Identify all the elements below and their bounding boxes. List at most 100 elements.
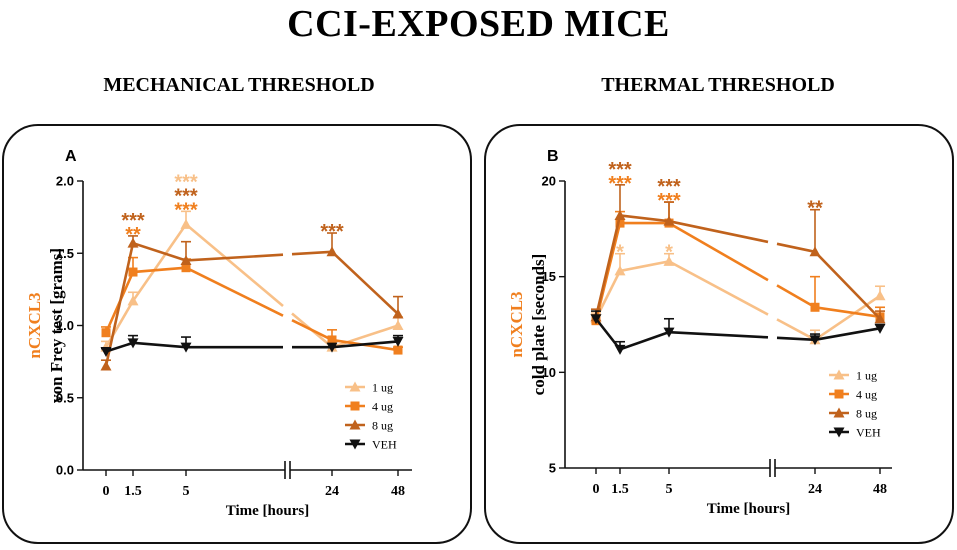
- series-line: [185, 253, 284, 262]
- significance-label: ***: [320, 221, 344, 243]
- series-line: [331, 324, 399, 349]
- panel-title-thermal: THERMAL THRESHOLD: [601, 74, 835, 96]
- x-tick-label: 5: [183, 484, 190, 499]
- legend-label: 4 ug: [856, 388, 877, 402]
- legend-label: VEH: [856, 426, 881, 440]
- significance-label: ***: [657, 176, 681, 198]
- y-tick-label: 1.0: [56, 318, 74, 333]
- data-point: [181, 263, 191, 273]
- significance-label: ***: [657, 190, 681, 212]
- y-axis-label: nCXCL3 cold plate [seconds]: [507, 254, 548, 396]
- series-8-ug: [590, 184, 886, 324]
- data-point: [392, 336, 404, 347]
- series-line: [668, 260, 769, 316]
- significance-label: ***: [608, 159, 632, 181]
- series-line: [105, 341, 187, 353]
- series-line: [291, 250, 333, 256]
- x-tick-label: 5: [666, 482, 673, 497]
- series-line: [185, 266, 284, 317]
- x-tick-label: 1.5: [124, 484, 142, 499]
- series-8-ug: [100, 232, 404, 371]
- y-tick-label: 20: [542, 174, 556, 189]
- y-axis-label-text: von Frey test [grams]: [47, 248, 66, 403]
- y-axis-label: nCXCL3 von Frey test [grams]: [25, 248, 66, 403]
- data-point: [615, 218, 625, 228]
- series-line: [668, 330, 769, 339]
- series-4-ug: [591, 201, 885, 326]
- series-line: [776, 242, 816, 254]
- data-point: [614, 209, 626, 220]
- panel-frame-b: [484, 124, 954, 544]
- y-tick-label: 10: [542, 365, 556, 380]
- data-point: [180, 254, 192, 265]
- y-tick-label: 0.5: [56, 390, 74, 405]
- legend-label: 8 ug: [856, 407, 877, 421]
- data-point: [127, 295, 139, 306]
- series-line: [104, 223, 188, 348]
- series-1-ug: [590, 252, 886, 345]
- data-point: [663, 327, 675, 338]
- data-point: [663, 215, 675, 226]
- x-tick-label: 1.5: [611, 482, 629, 497]
- significance-label: ***: [121, 210, 145, 232]
- significance-label: ***: [174, 185, 198, 207]
- legend-marker: [833, 369, 845, 380]
- x-tick-label: 48: [391, 484, 405, 499]
- y-tick-label: 2.0: [56, 174, 74, 189]
- x-axis-label: Time [hours]: [707, 501, 790, 517]
- data-point: [874, 323, 886, 334]
- legend: 1 ug 4 ug 8 ug VEH: [345, 381, 397, 452]
- series-line: [291, 318, 333, 342]
- data-point: [392, 320, 404, 330]
- data-point: [663, 255, 675, 266]
- x-tick-label: 24: [808, 482, 822, 497]
- main-title: CCI-EXPOSED MICE: [287, 3, 670, 45]
- series-line: [776, 284, 816, 309]
- legend-label: 1 ug: [856, 369, 877, 383]
- significance-label: ***: [174, 199, 198, 221]
- legend-marker: [349, 381, 361, 392]
- data-point: [327, 335, 337, 345]
- series-line: [185, 223, 284, 307]
- series-line: [594, 317, 670, 351]
- series-line: [776, 318, 816, 341]
- chart-a: 0.0 0.5 1.0 1.5 2.0 0 1.5 5 24 48 Time [hours] nCXC…: [25, 148, 412, 519]
- data-point: [180, 218, 192, 229]
- data-point: [326, 342, 338, 353]
- data-point: [127, 338, 139, 349]
- legend-label: 8 ug: [372, 419, 393, 433]
- legend-marker: [834, 389, 844, 399]
- data-point: [393, 345, 403, 355]
- series-veh: [100, 334, 404, 358]
- legend-label: VEH: [372, 438, 397, 452]
- x-tick-label: 0: [593, 482, 600, 497]
- panel-title-mechanical: MECHANICAL THRESHOLD: [103, 74, 375, 96]
- series-line: [776, 336, 816, 342]
- series-line: [668, 219, 769, 244]
- series-1-ug: [100, 210, 404, 352]
- series-line: [814, 294, 881, 341]
- data-point: [809, 335, 821, 346]
- data-point: [127, 237, 139, 248]
- series-line: [814, 305, 881, 319]
- significance-label: *: [665, 242, 673, 264]
- panel-label: A: [65, 148, 77, 165]
- chart-b: 5 10 15 20 0 1.5 5 24 48 Time [hours] nCXCL3 cold p…: [507, 148, 892, 517]
- legend: 1 ug 4 ug 8 ug VEH: [829, 369, 881, 440]
- data-point: [590, 314, 602, 325]
- series-line: [668, 221, 769, 282]
- series-line: [814, 250, 881, 320]
- legend-marker: [350, 401, 360, 411]
- series-veh: [590, 310, 886, 355]
- x-axis-label: Time [hours]: [226, 503, 309, 519]
- legend-marker: [349, 419, 361, 430]
- y-tick-label: 1.5: [56, 246, 74, 261]
- significance-label: ***: [608, 173, 632, 195]
- data-point: [101, 328, 111, 338]
- x-tick-label: 48: [873, 482, 887, 497]
- data-point: [614, 265, 626, 276]
- data-point: [874, 290, 886, 301]
- y-tick-label: 0.0: [56, 463, 74, 478]
- legend-label: 1 ug: [372, 381, 393, 395]
